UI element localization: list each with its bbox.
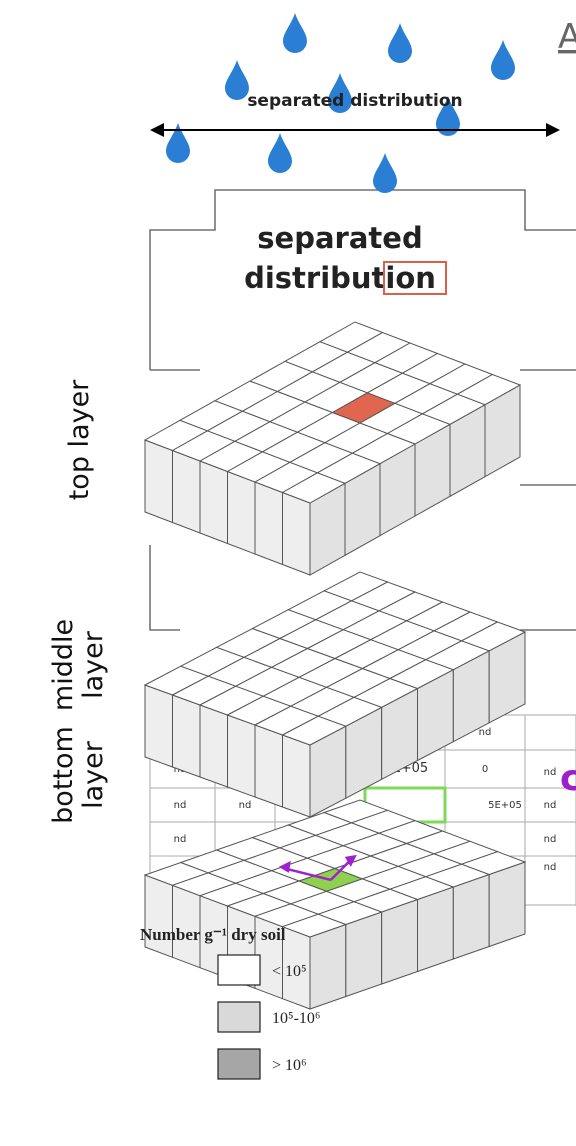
layer-label: bottom: [48, 726, 79, 824]
layer-label: middle: [48, 619, 79, 711]
cell-side: [254, 481, 283, 566]
raindrops: [166, 13, 515, 193]
layer-label: layer: [78, 740, 109, 809]
raindrop: [388, 23, 412, 63]
cell-side: [144, 684, 173, 768]
table-cell: nd: [544, 767, 557, 778]
table-cell: nd: [174, 800, 187, 811]
frame-lines: [149, 189, 576, 631]
box-label: distribution: [244, 261, 436, 295]
layers: [143, 321, 527, 1010]
cell-side: [345, 911, 383, 998]
cell-side: [144, 874, 173, 959]
cell-side: [282, 734, 311, 818]
box-label: separated: [257, 221, 422, 255]
figure-letter: A: [558, 17, 576, 57]
cell-top: [456, 373, 522, 406]
raindrop: [328, 73, 352, 113]
arrow-head: [150, 123, 164, 137]
cell-side: [254, 724, 283, 808]
cell-side: [417, 886, 454, 973]
arrow-head: [546, 123, 560, 137]
table-cell: nd: [239, 800, 252, 811]
table-cell: nd: [479, 727, 492, 738]
legend-swatch: [217, 954, 261, 986]
legend-title: Number g⁻¹ dry soil: [140, 925, 286, 944]
table-cell: nd: [544, 862, 557, 873]
raindrop: [166, 123, 190, 163]
cell-side: [452, 873, 490, 960]
cell-side: [227, 470, 256, 555]
legend-label: 10⁵-10⁶: [272, 1010, 320, 1027]
layer-label: top layer: [64, 379, 95, 500]
flow-arrow: [282, 866, 332, 882]
legend-label: < 10⁵: [272, 963, 307, 980]
legend-swatch: [217, 1048, 261, 1080]
raindrop: [225, 60, 249, 100]
table-cell: 5E+05: [488, 800, 522, 811]
cell-side: [144, 439, 173, 524]
cell-side: [172, 449, 201, 534]
raindrop: [283, 13, 307, 53]
raindrop: [491, 40, 515, 80]
cell-top: [460, 851, 527, 876]
table-cell: nd: [174, 834, 187, 845]
cell-side: [488, 861, 526, 948]
table-cell: nd: [544, 834, 557, 845]
cell-side: [282, 491, 311, 576]
cell-side: [227, 714, 256, 798]
panel-letter: c: [560, 758, 576, 799]
cell-side: [199, 704, 228, 788]
highlight-box: [383, 261, 447, 295]
raindrop: [268, 133, 292, 173]
cell-side: [172, 694, 201, 778]
raindrop: [373, 153, 397, 193]
raindrop: [436, 96, 460, 136]
cell-side: [381, 898, 418, 985]
flow-arrow-head: [344, 854, 357, 867]
layer-label: layer: [78, 630, 109, 699]
legend-label: > 10⁶: [272, 1057, 307, 1074]
table-cell: 0: [482, 764, 488, 775]
flow-arrow-head: [278, 860, 291, 873]
cell-top: [460, 621, 527, 652]
legend: Number g⁻¹ dry soil < 10⁵ 10⁵-10⁶ > 10⁶: [140, 925, 320, 1080]
table-cell: nd: [544, 800, 557, 811]
arrow-label: separated distribution: [247, 91, 462, 111]
legend-swatch: [217, 1001, 261, 1033]
cell-side: [199, 460, 228, 545]
cell-side: [309, 923, 347, 1010]
